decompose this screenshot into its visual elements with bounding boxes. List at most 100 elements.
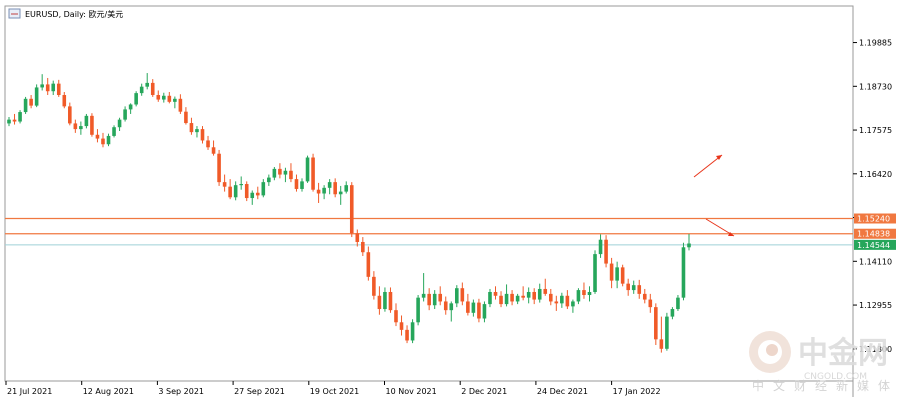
candle: [145, 73, 150, 90]
candle: [189, 117, 194, 135]
candle: [526, 287, 531, 304]
candle: [117, 117, 122, 131]
x-tick-label: 19 Oct 2021: [310, 387, 359, 396]
plot-area: [4, 5, 854, 382]
candle: [344, 181, 349, 194]
candle: [84, 113, 89, 129]
candle: [460, 282, 465, 306]
candle: [12, 113, 17, 125]
candle: [521, 286, 525, 301]
candle: [184, 107, 188, 125]
candle: [222, 174, 227, 192]
candle: [571, 299, 575, 313]
candle: [410, 319, 415, 344]
candle: [681, 242, 686, 301]
candle: [477, 298, 481, 323]
candle: [62, 91, 67, 109]
candle: [250, 190, 255, 205]
candle: [106, 133, 111, 147]
x-tick-label: 27 Sep 2021: [234, 387, 285, 396]
y-axis: 1.198851.187301.175751.164201.152651.141…: [853, 39, 892, 354]
candle: [482, 301, 487, 323]
x-tick-label: 21 Jul 2021: [7, 387, 52, 396]
watermark-domain-text: CNGOLD.COM: [804, 372, 867, 382]
candle: [377, 286, 382, 315]
candle: [394, 303, 398, 327]
candle: [289, 163, 293, 183]
x-tick-label: 12 Aug 2021: [83, 387, 134, 396]
candle: [416, 295, 420, 326]
candle: [615, 261, 619, 289]
candle: [244, 181, 249, 202]
arrow-down-annotation: [705, 218, 735, 237]
y-tick-label: 1.17575: [859, 126, 892, 135]
y-tick-label: 1.18730: [859, 82, 892, 91]
candle: [7, 116, 11, 127]
candle: [211, 140, 216, 156]
candle: [173, 96, 177, 109]
candle: [499, 291, 503, 308]
candle: [537, 283, 542, 303]
candle: [200, 126, 205, 144]
level-price-tag: [854, 213, 896, 224]
candle: [609, 257, 614, 289]
candle: [648, 293, 653, 313]
level-price-label: 1.14838: [857, 230, 890, 239]
candle: [372, 271, 376, 300]
candle: [455, 285, 459, 308]
candle: [504, 284, 509, 307]
candle: [267, 174, 271, 186]
candle: [156, 90, 161, 102]
candle: [90, 113, 94, 137]
candle: [637, 279, 642, 299]
candle: [29, 95, 33, 109]
candle: [548, 288, 553, 306]
candle: [178, 94, 183, 114]
y-tick-label: 1.12955: [859, 301, 892, 310]
chart-title: EURUSD, Daily: 欧元/美元: [25, 9, 123, 19]
candle: [18, 110, 22, 124]
watermark-brand-text: 中金网: [798, 336, 888, 371]
candle: [670, 307, 675, 320]
candle: [139, 83, 144, 96]
candle: [283, 167, 288, 183]
candle: [45, 77, 50, 96]
candle: [255, 186, 260, 200]
candle: [73, 119, 78, 133]
cngold-watermark: 中金网 CNGOLD.COM 中文财经新媒体: [749, 331, 890, 393]
candle: [101, 132, 105, 148]
candle: [195, 126, 199, 138]
candle: [333, 178, 337, 198]
candle: [388, 287, 393, 313]
candle: [361, 237, 365, 256]
candle: [554, 295, 559, 311]
candle: [543, 278, 548, 296]
y-tick-label: 1.14110: [859, 257, 892, 266]
candle: [488, 288, 492, 308]
candle: [631, 280, 636, 294]
candle: [604, 235, 608, 268]
candle: [449, 301, 454, 322]
x-tick-label: 3 Sep 2021: [158, 387, 204, 396]
candle: [123, 106, 127, 122]
candle: [34, 84, 39, 108]
candle: [642, 288, 647, 304]
candle: [510, 290, 514, 306]
candle: [471, 299, 476, 317]
candle: [532, 288, 537, 305]
current-price-tag: [854, 239, 896, 250]
candle: [620, 264, 625, 287]
candle: [95, 129, 100, 143]
candle: [582, 282, 586, 299]
candle: [261, 179, 266, 198]
candle: [327, 179, 332, 195]
horizontal-levels: 1.15240 1.14838 1.14544: [5, 213, 896, 250]
candle: [300, 178, 304, 192]
candle: [134, 91, 138, 107]
candle: [598, 234, 603, 258]
candle: [338, 185, 343, 205]
x-axis: 21 Jul 2021 12 Aug 2021 3 Sep 2021 27 Sep 2…: [5, 381, 661, 396]
candle: [294, 174, 299, 192]
y-tick-label: 1.16420: [859, 170, 892, 179]
